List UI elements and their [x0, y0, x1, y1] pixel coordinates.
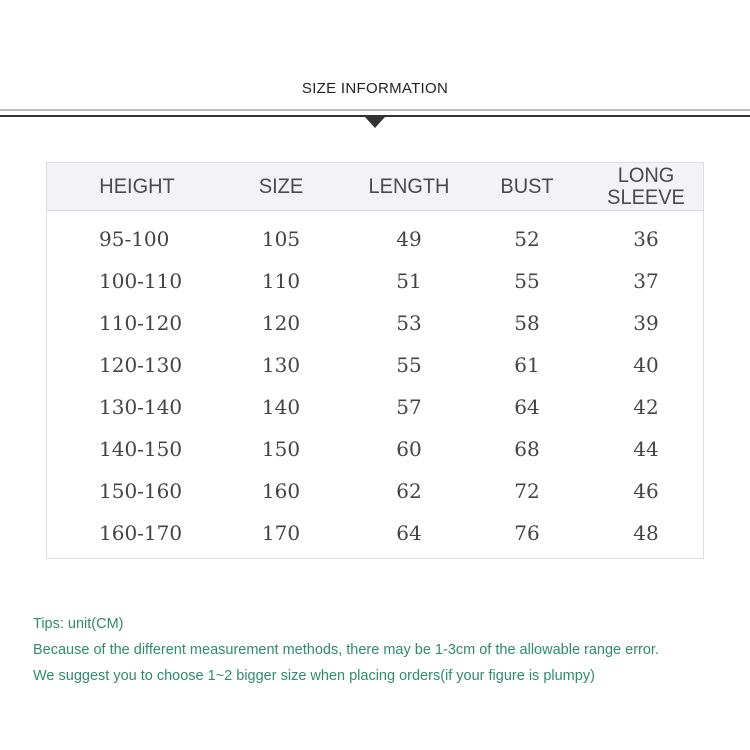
cell-length: 57 — [396, 395, 422, 419]
cell-length: 64 — [396, 521, 422, 545]
header-long-sleeve: LONG SLEEVE — [607, 164, 685, 209]
cell-length: 62 — [396, 479, 422, 503]
table-header — [47, 163, 703, 211]
cell-long-sleeve: 36 — [633, 227, 659, 251]
cell-height: 95-100 — [99, 227, 170, 251]
triangle-down-icon — [365, 117, 385, 128]
header-size: SIZE — [258, 175, 304, 198]
cell-height: 130-140 — [99, 395, 183, 419]
cell-bust: 72 — [514, 479, 540, 503]
cell-bust: 64 — [514, 395, 540, 419]
section-title: SIZE INFORMATION — [301, 80, 449, 97]
cell-length: 55 — [396, 353, 422, 377]
cell-long-sleeve: 42 — [633, 395, 659, 419]
cell-bust: 61 — [514, 353, 540, 377]
cell-height: 120-130 — [99, 353, 183, 377]
divider-thin — [0, 109, 750, 111]
cell-length: 51 — [396, 269, 422, 293]
cell-long-sleeve: 44 — [633, 437, 659, 461]
cell-long-sleeve: 39 — [633, 311, 659, 335]
header-length: LENGTH — [368, 175, 450, 198]
cell-size: 105 — [261, 227, 301, 251]
cell-size: 160 — [261, 479, 301, 503]
cell-length: 49 — [396, 227, 422, 251]
cell-size: 150 — [261, 437, 301, 461]
cell-height: 110-120 — [99, 311, 183, 335]
size-table: HEIGHT SIZE LENGTH BUST LONG SLEEVE 95-100 105… — [46, 162, 704, 559]
cell-length: 60 — [396, 437, 422, 461]
cell-long-sleeve: 48 — [633, 521, 659, 545]
cell-bust: 58 — [514, 311, 540, 335]
cell-long-sleeve: 46 — [633, 479, 659, 503]
cell-long-sleeve: 40 — [633, 353, 659, 377]
cell-bust: 55 — [514, 269, 540, 293]
cell-length: 53 — [396, 311, 422, 335]
cell-bust: 68 — [514, 437, 540, 461]
cell-bust: 76 — [514, 521, 540, 545]
cell-size: 140 — [261, 395, 301, 419]
header-height: HEIGHT — [99, 175, 175, 198]
cell-height: 100-110 — [99, 269, 183, 293]
cell-long-sleeve: 37 — [633, 269, 659, 293]
cell-height: 160-170 — [99, 521, 183, 545]
tips-unit: Tips: unit(CM) — [33, 616, 124, 632]
cell-size: 110 — [261, 269, 301, 293]
cell-size: 120 — [261, 311, 301, 335]
divider-thick — [0, 115, 750, 117]
header-bust: BUST — [500, 175, 554, 198]
cell-bust: 52 — [514, 227, 540, 251]
tips-suggestion: We suggest you to choose 1~2 bigger size… — [33, 668, 595, 684]
cell-height: 140-150 — [99, 437, 183, 461]
tips-error-note: Because of the different measurement met… — [33, 642, 659, 658]
cell-size: 130 — [261, 353, 301, 377]
cell-size: 170 — [261, 521, 301, 545]
cell-height: 150-160 — [99, 479, 183, 503]
